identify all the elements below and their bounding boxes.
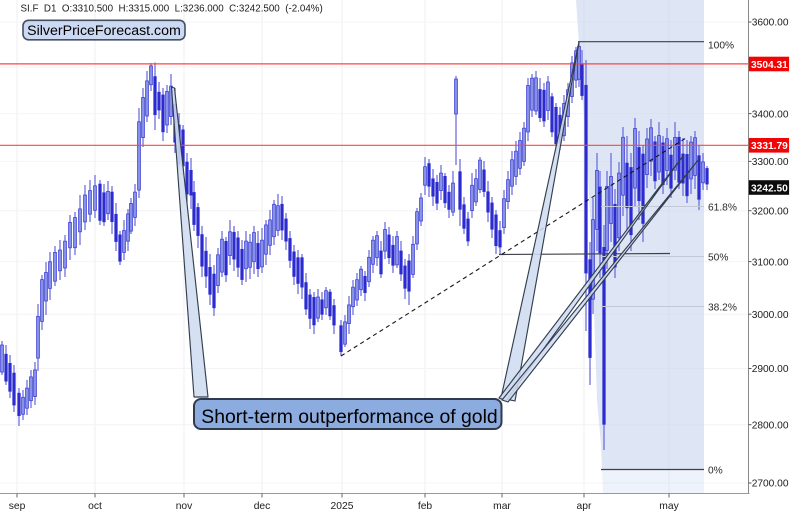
svg-text:2800.00: 2800.00 (752, 420, 789, 431)
svg-text:sep: sep (9, 501, 26, 512)
svg-text:3504.31: 3504.31 (751, 60, 788, 71)
svg-text:2900.00: 2900.00 (752, 364, 789, 375)
svg-text:3400.00: 3400.00 (752, 109, 789, 120)
svg-text:feb: feb (418, 501, 433, 512)
svg-text:2025: 2025 (331, 501, 354, 512)
svg-text:mar: mar (493, 501, 511, 512)
svg-text:dec: dec (254, 501, 271, 512)
svg-text:3331.79: 3331.79 (751, 141, 788, 152)
svg-text:3100.00: 3100.00 (752, 257, 789, 268)
svg-text:0%: 0% (708, 465, 723, 476)
svg-text:3000.00: 3000.00 (752, 310, 789, 321)
svg-text:may: may (659, 501, 679, 512)
svg-text:3242.50: 3242.50 (751, 183, 788, 194)
svg-text:SilverPriceForecast.com: SilverPriceForecast.com (27, 23, 181, 39)
svg-text:nov: nov (176, 501, 193, 512)
svg-text:3300.00: 3300.00 (752, 157, 789, 168)
svg-text:50%: 50% (708, 252, 728, 263)
svg-text:oct: oct (88, 501, 102, 512)
svg-text:61.8%: 61.8% (708, 202, 737, 213)
svg-text:apr: apr (577, 501, 592, 512)
svg-text:38.2%: 38.2% (708, 302, 737, 313)
svg-text:3600.00: 3600.00 (752, 18, 789, 29)
svg-text:Short-term outperformance of g: Short-term outperformance of gold (201, 406, 497, 428)
svg-text:2700.00: 2700.00 (752, 479, 789, 490)
svg-text:100%: 100% (708, 40, 734, 51)
svg-text:3200.00: 3200.00 (752, 206, 789, 217)
svg-text:SI.F D1 O:3310.500 H:3315.0: SI.F D1 O:3310.500 H:3315.000 L:3236.000… (21, 3, 323, 14)
